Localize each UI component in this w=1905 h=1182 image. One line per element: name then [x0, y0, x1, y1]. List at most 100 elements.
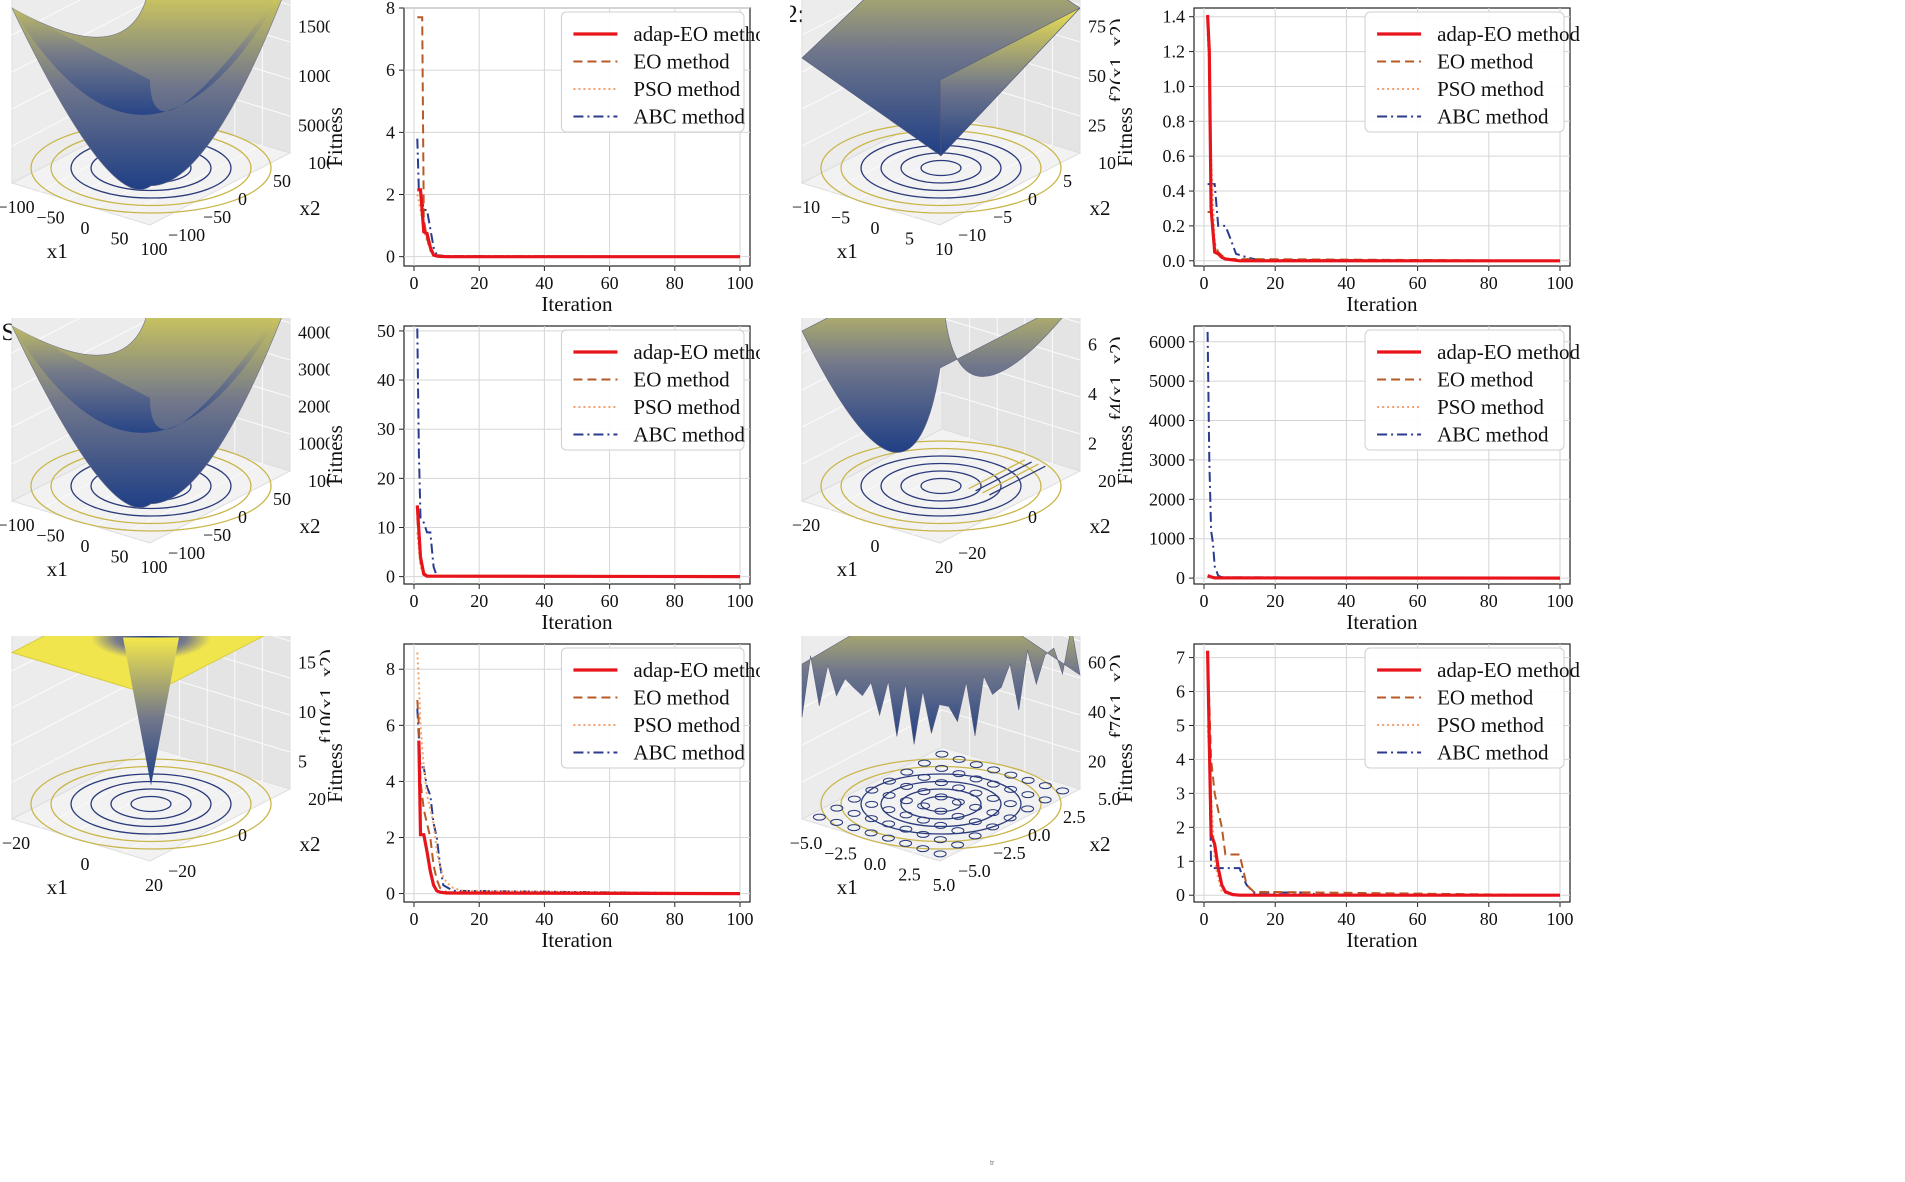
legend-box [1364, 11, 1565, 133]
x2-axis-label: x2 [300, 196, 321, 220]
pane-gridline [801, 0, 1081, 36]
x2-tick-label: 0 [238, 189, 247, 209]
x1-tick-label: −20 [792, 515, 820, 535]
x-tick-label: 80 [1480, 273, 1498, 293]
z-tick-label: 20 [1088, 751, 1106, 771]
x2-tick-label: −5.0 [958, 861, 991, 881]
floor-contour [1038, 782, 1052, 790]
x-tick-label: 40 [1337, 273, 1355, 293]
x1-tick-label: 100 [141, 239, 168, 259]
x-tick-label: 60 [601, 909, 619, 929]
legend-label: PSO method [633, 77, 740, 101]
floor-contour [899, 797, 913, 805]
x2-axis-label: x2 [300, 832, 321, 856]
legend-box [560, 11, 745, 133]
floor-contour [1021, 776, 1035, 784]
surface-plot-f1: F1: Sphere−100−50050100−100−500501005000… [0, 0, 363, 320]
x1-axis-label: x1 [837, 875, 858, 899]
z-tick-label: 15 [298, 653, 316, 673]
z-tick-label: 2 [1088, 433, 1097, 453]
x-tick-label: 40 [535, 591, 553, 611]
x1-tick-label: −5 [831, 208, 850, 228]
y-tick-label: 6 [386, 715, 395, 735]
x-axis-label: Iteration [1346, 292, 1418, 316]
floor-contour [916, 816, 930, 824]
x1-tick-label: −100 [0, 197, 35, 217]
floor-contour [986, 823, 1000, 831]
y-tick-label: 0.4 [1163, 181, 1186, 201]
series-line-abc-method [416, 708, 741, 895]
y-tick-label: 1.0 [1163, 76, 1186, 96]
legend-label: adap-EO method [633, 22, 760, 46]
floor-contour [920, 795, 962, 813]
pane-gridline [912, 277, 1053, 536]
x-tick-label: 80 [666, 909, 684, 929]
x1-tick-label: 50 [111, 229, 129, 249]
x1-tick-label: 0 [81, 536, 90, 556]
x2-tick-label: −100 [168, 543, 205, 563]
x-tick-label: 0 [410, 591, 419, 611]
surface-front [12, 296, 290, 433]
z-tick-label: 5 [298, 751, 307, 771]
z-tick-label: 5000 [298, 115, 330, 135]
x2-tick-label: −5 [993, 207, 1012, 227]
floor-contour [881, 834, 895, 842]
x1-axis-label: x1 [47, 239, 68, 263]
y-tick-label: 2 [386, 185, 395, 205]
series-line-adap-eo-method [415, 505, 741, 579]
series-line-adap-eo-method [1206, 650, 1560, 897]
x-tick-label: 20 [1266, 273, 1284, 293]
floor-contour [969, 775, 983, 783]
x-axis-label: Iteration [541, 610, 613, 634]
legend-box [560, 647, 745, 769]
floor-contour [989, 465, 1046, 496]
y-tick-label: 0.8 [1163, 111, 1186, 131]
legend-label: EO method [633, 686, 730, 710]
convergence-chart-f3: 0 20 40 60 80 100 0 10 20 30 40 50 Iteration Fitness a… [320, 318, 777, 638]
x1-tick-label: −50 [36, 526, 64, 546]
x1-tick-label: −100 [0, 515, 35, 535]
surface-front [939, 7, 1081, 157]
floor-contour [951, 798, 965, 806]
x-tick-label: 20 [1266, 909, 1284, 929]
floor-contour [986, 809, 1000, 817]
y-tick-label: 1.4 [1163, 7, 1186, 27]
x2-tick-label: 10 [1098, 153, 1116, 173]
x1-tick-label: 0 [871, 218, 880, 238]
series-line-adap-eo-method [1207, 574, 1561, 580]
x2-tick-label: 5 [1063, 171, 1072, 191]
x-tick-label: 60 [601, 273, 619, 293]
legend-label: ABC method [633, 423, 745, 447]
x1-tick-label: 20 [935, 557, 953, 577]
x-tick-label: 60 [1409, 591, 1427, 611]
x-tick-label: 0 [1200, 273, 1209, 293]
floor-contour [920, 477, 962, 495]
floor-contour [830, 804, 844, 812]
footer-mark: tr [990, 1160, 995, 1167]
floor-contour [1021, 791, 1035, 799]
x1-tick-label: 0 [81, 218, 90, 238]
floor-contour [847, 824, 861, 832]
surface-mesh [11, 273, 291, 508]
series-line-adap-eo-method [417, 740, 741, 896]
z-tick-label: 75 [1088, 17, 1106, 37]
y-tick-label: 1 [1176, 851, 1185, 871]
x-tick-label: 20 [470, 909, 488, 929]
x2-tick-label: −50 [203, 525, 231, 545]
floor-contour [847, 795, 861, 803]
x2-tick-label: 5.0 [1098, 789, 1120, 809]
legend-label: adap-EO method [1437, 22, 1580, 46]
floor-contour [935, 750, 949, 758]
y-axis-label: Fitness [1113, 425, 1137, 485]
legend-label: adap-EO method [1437, 658, 1580, 682]
legend-label: EO method [633, 368, 730, 392]
floor-contour [900, 768, 914, 776]
x-tick-label: 20 [470, 591, 488, 611]
x-tick-label: 40 [1337, 909, 1355, 929]
x-tick-label: 40 [535, 909, 553, 929]
y-tick-label: 4 [1176, 749, 1185, 769]
x-axis-label: Iteration [541, 292, 613, 316]
z-tick-label: 60 [1088, 653, 1106, 673]
x1-tick-label: −50 [36, 208, 64, 228]
x1-tick-label: 10 [935, 239, 953, 259]
